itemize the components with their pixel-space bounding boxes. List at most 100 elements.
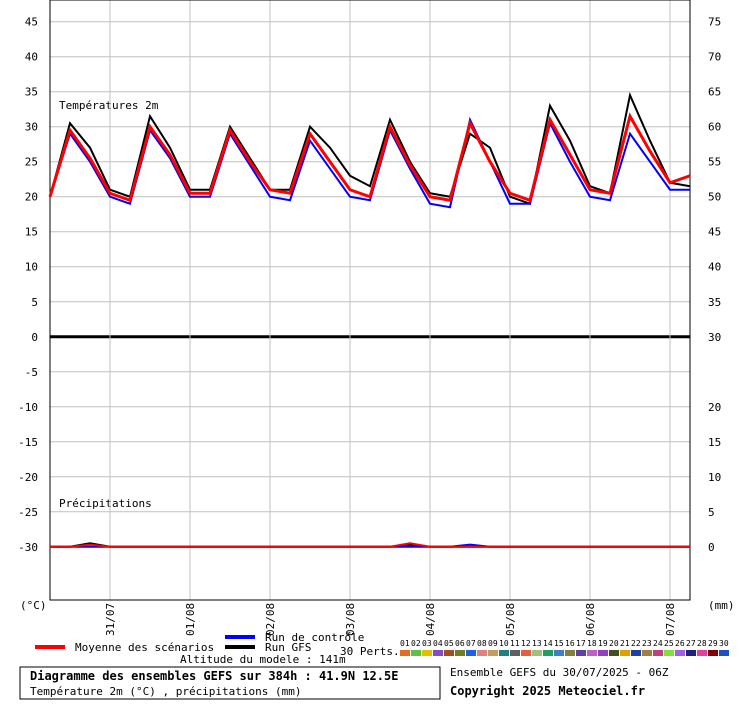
y2-tick-label: 60 [708,121,721,134]
y-tick-label: -25 [18,506,38,519]
y-tick-label: -15 [18,436,38,449]
copyright: Copyright 2025 Meteociel.fr [450,684,645,698]
chart-title: Diagramme des ensembles GEFS sur 384h : … [30,669,398,683]
member-swatch [499,650,509,656]
y-tick-label: 20 [25,191,38,204]
precip-label: Précipitations [59,497,152,510]
member-label: 07 [466,639,476,648]
y2-tick-label: 45 [708,226,721,239]
member-label: 19 [598,639,608,648]
member-swatch [477,650,487,656]
member-swatch [642,650,652,656]
chart-subtitle: Température 2m (°C) , précipitations (mm… [30,685,302,698]
member-swatch [565,650,575,656]
member-label: 13 [532,639,542,648]
member-label: 11 [510,639,520,648]
temp-line [49,116,690,209]
member-label: 21 [620,639,630,648]
y-tick-label: 30 [25,121,38,134]
member-label: 03 [422,639,432,648]
y2-tick-label: 0 [708,541,715,554]
member-label: 26 [675,639,685,648]
y-unit: (°C) [20,599,47,612]
member-swatch [653,650,663,656]
member-label: 25 [664,639,674,648]
y-tick-label: -30 [18,541,38,554]
y2-tick-label: 55 [708,156,721,169]
run-info: Ensemble GEFS du 30/07/2025 - 06Z [450,666,669,679]
member-label: 20 [609,639,619,648]
member-swatch [411,650,421,656]
y2-tick-label: 75 [708,16,721,29]
member-label: 15 [554,639,564,648]
member-swatch [686,650,696,656]
member-swatch [510,650,520,656]
member-label: 10 [499,639,509,648]
y2-tick-label: 40 [708,261,721,274]
x-tick-label: 06/08 [584,603,597,636]
y2-tick-label: 70 [708,51,721,64]
member-swatch [532,650,542,656]
member-swatch [587,650,597,656]
member-label: 22 [631,639,641,648]
title-box [19,666,441,700]
y2-unit: (mm) [708,599,735,612]
member-swatch [620,650,630,656]
x-tick-label: 03/08 [344,603,357,636]
altitude: Altitude du modele : 141m [180,653,346,666]
member-swatch [609,650,619,656]
member-swatch [488,650,498,656]
y2-tick-label: 35 [708,296,721,309]
member-label: 16 [565,639,575,648]
y2-tick-label: 65 [708,86,721,99]
member-swatch [543,650,553,656]
member-label: 30 [719,639,729,648]
member-swatch [708,650,718,656]
temp-line [49,91,691,206]
y-tick-label: 5 [31,296,38,309]
members-label: 30 Perts. [340,645,400,658]
legend-label: Run GFS [265,641,311,654]
y2-tick-label: 15 [708,436,721,449]
legend-label: Moyenne des scénarios [75,641,214,654]
member-label: 09 [488,639,498,648]
x-tick-label: 31/07 [104,603,117,636]
member-label: 14 [543,639,553,648]
member-label: 29 [708,639,718,648]
member-label: 02 [411,639,421,648]
member-swatch [554,650,564,656]
y-tick-label: 25 [25,156,38,169]
member-label: 18 [587,639,597,648]
member-label: 17 [576,639,586,648]
y-tick-label: 10 [25,261,38,274]
member-swatch [433,650,443,656]
y-tick-label: 45 [25,16,38,29]
y-tick-label: -10 [18,401,38,414]
member-swatch [444,650,454,656]
member-label: 27 [686,639,696,648]
x-tick-label: 04/08 [424,603,437,636]
y2-tick-label: 30 [708,331,721,344]
member-label: 28 [697,639,707,648]
member-swatch [664,650,674,656]
member-swatch [422,650,432,656]
member-swatch [697,650,707,656]
member-swatch [400,650,410,656]
member-swatch [598,650,608,656]
temp-label: Températures 2m [59,99,159,112]
x-tick-label: 02/08 [264,603,277,636]
member-swatch [576,650,586,656]
member-label: 24 [653,639,663,648]
plot-frame [49,0,691,601]
member-label: 23 [642,639,652,648]
member-label: 12 [521,639,531,648]
member-swatch [455,650,465,656]
member-swatch [631,650,641,656]
y-tick-label: -5 [25,366,38,379]
member-label: 06 [455,639,465,648]
x-tick-label: 05/08 [504,603,517,636]
member-label: 01 [400,639,410,648]
x-tick-label: 07/08 [664,603,677,636]
y2-tick-label: 10 [708,471,721,484]
